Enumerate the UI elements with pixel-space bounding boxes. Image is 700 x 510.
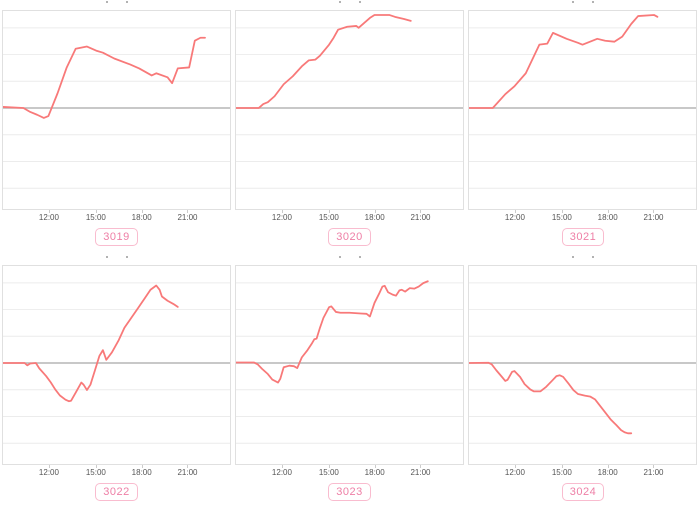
x-tick-label: 15:00: [318, 468, 339, 477]
x-tick-mark: [187, 465, 189, 468]
chart-id-badge[interactable]: 3023: [328, 483, 371, 501]
x-tick-mark: [281, 210, 283, 213]
line-chart-plot[interactable]: [235, 265, 464, 465]
x-tick-label: 21:00: [643, 468, 664, 477]
x-tick-mark: [607, 465, 609, 468]
clipped-title-fragment: [468, 255, 698, 265]
badge-row: 3019: [2, 223, 231, 255]
x-tick-mark: [607, 210, 609, 213]
series-line: [469, 14, 659, 109]
x-tick-label: 18:00: [131, 213, 152, 222]
badge-row: 3023: [235, 478, 464, 510]
x-tick-mark: [48, 210, 50, 213]
x-tick-label: 12:00: [504, 468, 525, 477]
x-axis: 12:00 15:00 18:00 21:00: [2, 210, 231, 223]
badge-row: 3022: [2, 478, 231, 510]
x-tick-label: 21:00: [177, 468, 198, 477]
series-line: [236, 14, 412, 109]
x-tick-label: 15:00: [85, 213, 106, 222]
x-tick-mark: [281, 465, 283, 468]
x-tick-label: 15:00: [551, 213, 572, 222]
line-chart-plot[interactable]: [2, 10, 231, 210]
series-line: [3, 36, 206, 119]
chart-id-badge[interactable]: 3021: [561, 228, 605, 246]
x-axis: 12:00 15:00 18:00 21:00: [235, 465, 464, 478]
x-tick-mark: [514, 210, 516, 213]
x-tick-label: 15:00: [551, 468, 572, 477]
series-line: [469, 361, 633, 435]
chart-card-3020: 12:00 15:00 18:00 21:00 3020: [233, 0, 466, 255]
x-axis: 12:00 15:00 18:00 21:00: [468, 210, 697, 223]
x-axis: 12:00 15:00 18:00 21:00: [2, 465, 231, 478]
clipped-title-fragment: [235, 255, 464, 265]
series-line: [236, 280, 429, 384]
x-tick-mark: [374, 210, 376, 213]
x-tick-mark: [374, 465, 376, 468]
badge-row: 3020: [235, 223, 464, 255]
x-tick-mark: [420, 210, 422, 213]
chart-id-badge[interactable]: 3022: [95, 483, 138, 501]
badge-row: 3021: [468, 223, 698, 255]
x-tick-mark: [420, 465, 422, 468]
chart-card-3024: 12:00 15:00 18:00 21:00 3024: [466, 255, 700, 509]
clipped-title-fragment: [235, 0, 464, 10]
x-tick-label: 15:00: [318, 213, 339, 222]
x-tick-label: 21:00: [177, 213, 198, 222]
x-tick-mark: [141, 210, 143, 213]
chart-id-badge[interactable]: 3020: [328, 228, 371, 246]
x-axis: 12:00 15:00 18:00 21:00: [235, 210, 464, 223]
clipped-title-fragment: [2, 0, 231, 10]
chart-card-3019: 12:00 15:00 18:00 21:00 3019: [0, 0, 233, 255]
line-chart-plot[interactable]: [2, 265, 231, 465]
line-chart-plot[interactable]: [468, 10, 697, 210]
chart-card-3021: 12:00 15:00 18:00 21:00 3021: [466, 0, 700, 255]
x-tick-label: 12:00: [504, 213, 525, 222]
series-line: [3, 284, 179, 403]
clipped-title-fragment: [468, 0, 698, 10]
chart-card-3022: 12:00 15:00 18:00 21:00 3022: [0, 255, 233, 509]
x-tick-mark: [514, 465, 516, 468]
x-tick-label: 15:00: [85, 468, 106, 477]
x-tick-label: 12:00: [38, 213, 59, 222]
x-tick-label: 18:00: [364, 213, 385, 222]
x-tick-label: 18:00: [597, 468, 618, 477]
chart-card-3023: 12:00 15:00 18:00 21:00 3023: [233, 255, 466, 509]
x-tick-label: 12:00: [271, 213, 292, 222]
x-tick-mark: [328, 465, 330, 468]
clipped-title-fragment: [2, 255, 231, 265]
x-tick-label: 12:00: [38, 468, 59, 477]
x-tick-mark: [141, 465, 143, 468]
x-tick-mark: [653, 465, 655, 468]
line-chart-plot[interactable]: [468, 265, 697, 465]
x-tick-label: 21:00: [643, 213, 664, 222]
x-tick-mark: [561, 465, 563, 468]
chart-id-badge[interactable]: 3019: [95, 228, 138, 246]
x-tick-label: 21:00: [410, 468, 431, 477]
x-tick-mark: [561, 210, 563, 213]
x-tick-mark: [328, 210, 330, 213]
line-chart-plot[interactable]: [235, 10, 464, 210]
x-tick-label: 18:00: [597, 213, 618, 222]
x-axis: 12:00 15:00 18:00 21:00: [468, 465, 697, 478]
x-tick-label: 12:00: [271, 468, 292, 477]
x-tick-label: 18:00: [364, 468, 385, 477]
x-tick-mark: [48, 465, 50, 468]
x-tick-label: 21:00: [410, 213, 431, 222]
badge-row: 3024: [468, 478, 698, 510]
chart-id-badge[interactable]: 3024: [561, 483, 605, 501]
x-tick-label: 18:00: [131, 468, 152, 477]
x-tick-mark: [95, 465, 97, 468]
x-tick-mark: [653, 210, 655, 213]
x-tick-mark: [187, 210, 189, 213]
x-tick-mark: [95, 210, 97, 213]
